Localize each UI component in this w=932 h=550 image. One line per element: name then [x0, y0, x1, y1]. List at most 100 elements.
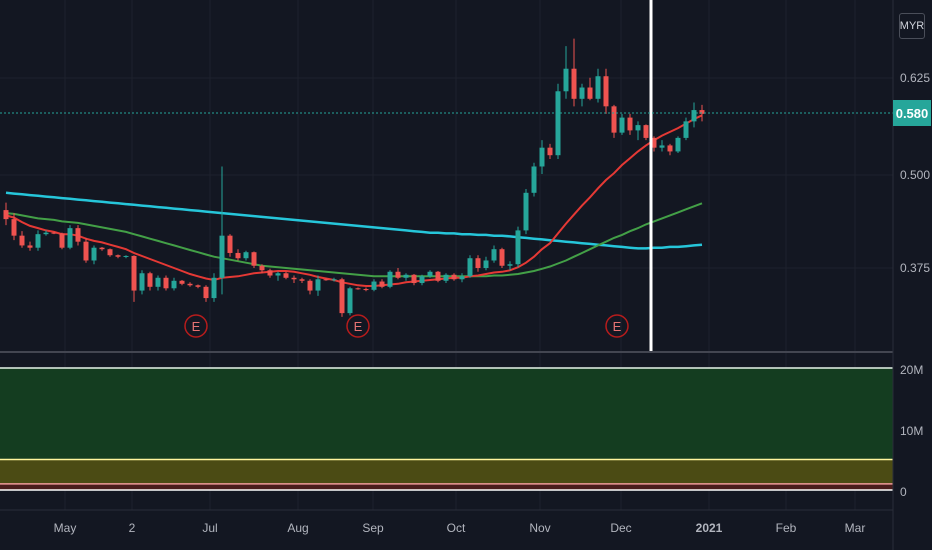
candle-body [211, 277, 217, 299]
candle-body [371, 281, 377, 290]
candle-body [155, 277, 161, 287]
volume-tick-label: 20M [900, 363, 923, 377]
candle-body [619, 117, 625, 133]
candle-body [699, 110, 705, 114]
candle-body [635, 125, 641, 131]
candle-body [3, 210, 9, 220]
candle-body [131, 255, 137, 291]
earnings-marker [346, 314, 370, 338]
candle-body [203, 286, 209, 299]
candle-body [403, 274, 409, 278]
earnings-marker-label: E [192, 319, 201, 334]
candle-body [459, 276, 465, 280]
candle-body [467, 258, 473, 277]
volume-zone [0, 483, 893, 490]
candle-body [675, 137, 681, 152]
volume-zones [0, 367, 893, 491]
candle-body [323, 279, 329, 281]
candle-body [587, 87, 593, 99]
time-tick-label: Mar [845, 521, 866, 535]
candle-body [683, 121, 689, 138]
time-tick-label: Oct [447, 521, 466, 535]
time-tick-label: 2 [129, 521, 136, 535]
candle-body [67, 228, 73, 248]
moving-average-line [5, 114, 703, 287]
moving-average-line [5, 202, 703, 278]
candle-body [291, 277, 297, 280]
volume-tick-label: 0 [900, 485, 907, 499]
candle-body [555, 91, 561, 156]
candle-body [411, 274, 417, 284]
candle-body [347, 288, 353, 314]
candle-body [627, 117, 633, 131]
candle-body [163, 277, 169, 289]
price-axis[interactable]: 0.625 0.500 0.375 [900, 71, 930, 275]
time-tick-label: Dec [610, 521, 631, 535]
candle-body [243, 252, 249, 259]
candle-body [331, 279, 337, 281]
time-tick-label: Jul [202, 521, 217, 535]
candle-body [611, 106, 617, 133]
candle-body [299, 279, 305, 281]
candle-body [387, 271, 393, 287]
candle-body [27, 245, 33, 248]
candle-body [603, 76, 609, 107]
candle-body [227, 235, 233, 253]
candle-body [43, 232, 49, 235]
time-tick-label: 2021 [696, 521, 723, 535]
candle-body [283, 273, 289, 278]
candle-body [563, 68, 569, 92]
candle-body [11, 219, 17, 236]
candle-body [379, 281, 385, 287]
candle-body [267, 270, 273, 276]
candle-body [395, 271, 401, 278]
candle-body [259, 265, 265, 271]
price-tick-label: 0.625 [900, 71, 930, 85]
earnings-marker-label: E [613, 319, 622, 334]
candle-body [499, 249, 505, 266]
moving-averages [5, 114, 703, 287]
currency-button[interactable]: MYR [899, 13, 925, 39]
candle-body [523, 192, 529, 231]
candle-body [307, 280, 313, 291]
candles [3, 38, 705, 317]
candle-body [443, 274, 449, 281]
candle-body [515, 230, 521, 265]
candle-body [139, 273, 145, 291]
candle-body [75, 228, 81, 242]
candle-body [179, 280, 185, 284]
candle-body [123, 255, 129, 257]
candle-body [595, 76, 601, 99]
volume-zone [0, 368, 893, 460]
candle-body [651, 137, 657, 148]
candle-body [91, 247, 97, 261]
candle-body [315, 279, 321, 291]
candle-body [107, 249, 113, 256]
candle-body [219, 235, 225, 278]
candle-body [659, 145, 665, 148]
current-price-label: 0.580 [893, 100, 931, 126]
candle-body [363, 289, 369, 291]
earnings-marker [605, 314, 629, 338]
candle-body [427, 271, 433, 277]
candle-body [547, 147, 553, 156]
time-tick-label: May [54, 521, 77, 535]
candle-body [171, 280, 177, 289]
volume-zone [0, 459, 893, 484]
candle-body [539, 147, 545, 167]
grid-layer [0, 0, 893, 510]
candle-body [691, 110, 697, 122]
candle-body [251, 252, 257, 266]
candle-body [339, 279, 345, 314]
price-tick-label: 0.500 [900, 168, 930, 182]
candle-body [83, 241, 89, 261]
time-axis[interactable]: May 2 Jul Aug Sep Oct Nov Dec 2021 Feb Mar [54, 521, 866, 535]
earnings-marker [184, 314, 208, 338]
moving-average-line [5, 191, 703, 250]
candle-body [491, 249, 497, 261]
candle-body [435, 271, 441, 281]
candle-body [147, 273, 153, 287]
time-tick-label: Aug [287, 521, 308, 535]
